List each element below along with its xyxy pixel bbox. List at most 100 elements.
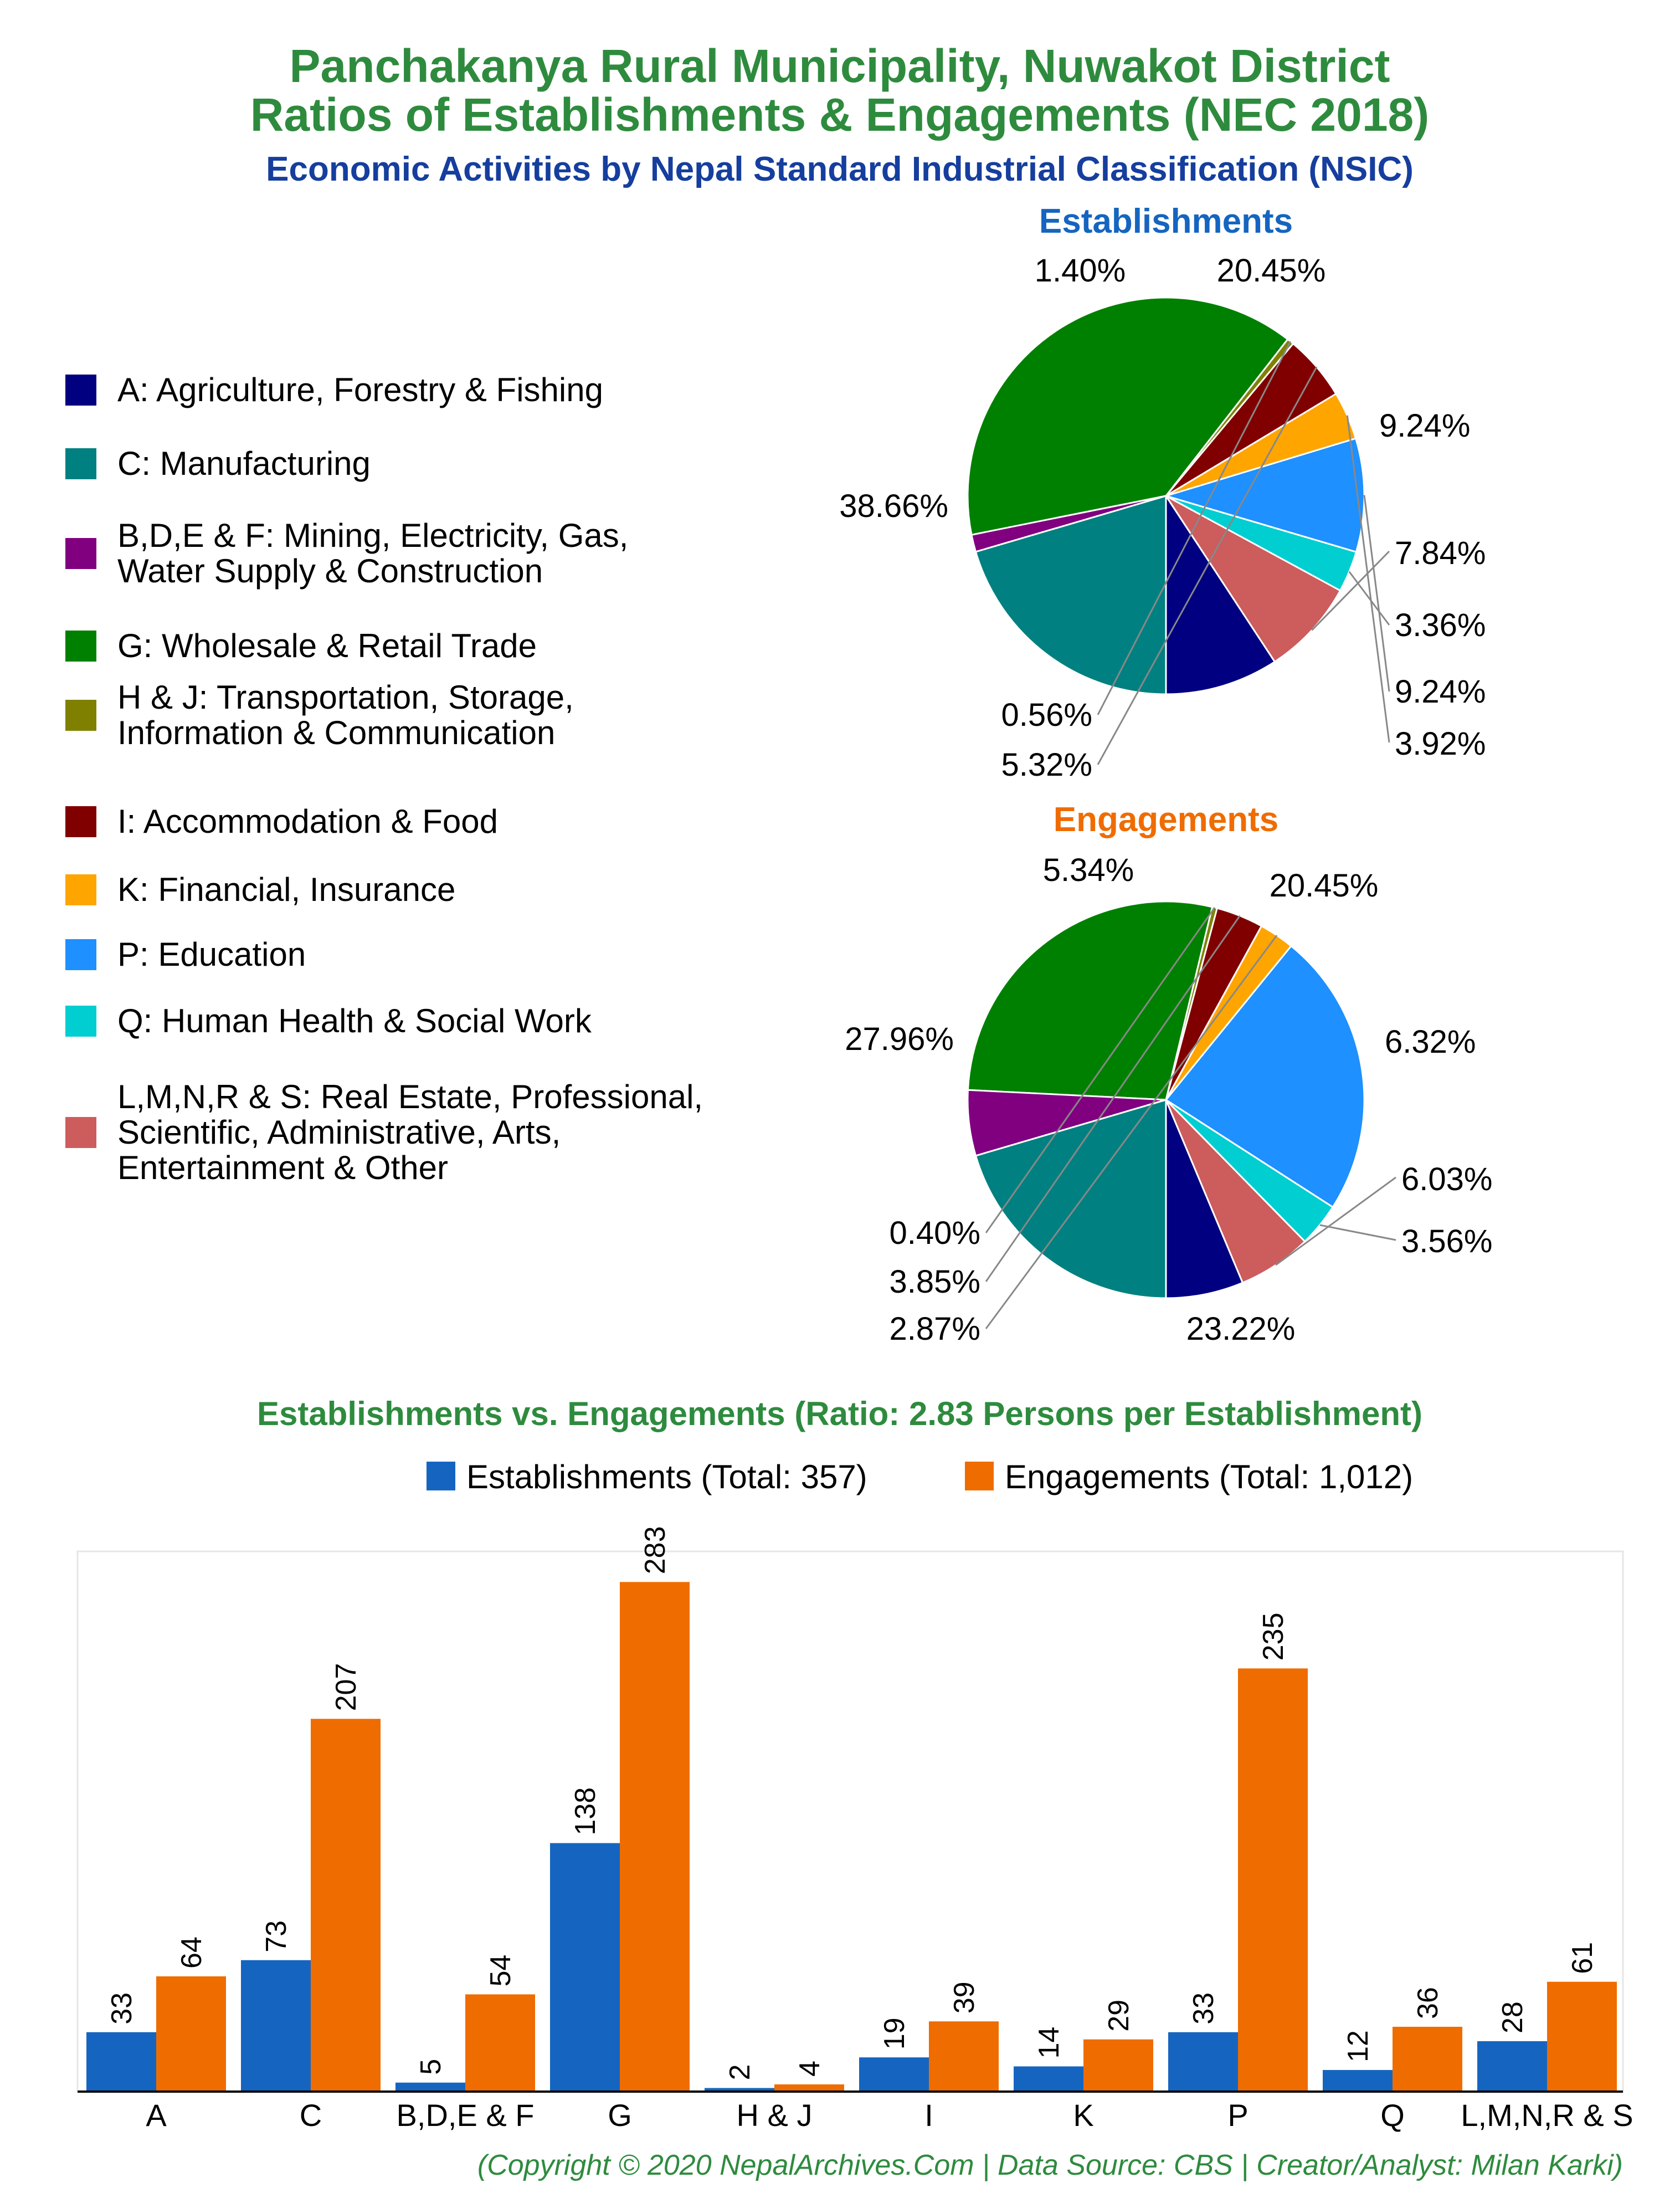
legend-label: Scientific, Administrative, Arts, — [117, 1114, 561, 1151]
pie-engagements: 6.32% 6.03% 3.56% 23.22% 2.87% 3.85% 0.40% 27.9… — [845, 852, 1492, 1347]
pie-slice — [1164, 945, 1365, 1208]
pie-leader-line — [985, 935, 1278, 1329]
bar-legend-label: Engagements (Total: 1,012) — [1005, 1458, 1413, 1495]
pie-slice-label: 5.32% — [1001, 747, 1092, 783]
pie-leader-line — [985, 915, 1241, 1282]
bar-value-label: 36 — [1412, 1987, 1444, 2019]
pie-slice-label: 3.92% — [1395, 726, 1486, 762]
pie-slice — [967, 900, 1214, 1101]
pie-slice-label: 38.66% — [839, 488, 948, 524]
bar — [1547, 1981, 1617, 2092]
x-tick-label: H & J — [737, 2098, 813, 2133]
legend-swatch — [65, 1117, 96, 1148]
bar-value-label: 4 — [794, 2061, 826, 2077]
bar-chart-legend: Establishments (Total: 357) Engagements (… — [427, 1458, 1413, 1495]
pie-establishments-title: Establishments — [1039, 202, 1293, 240]
pie-slice-label: 7.84% — [1395, 535, 1486, 571]
bar-value-label: 5 — [415, 2059, 447, 2075]
pie-leader-line — [1097, 366, 1318, 765]
bar — [1238, 1668, 1308, 2092]
pie-leader-line — [1319, 1224, 1396, 1241]
pie-slice-label: 5.34% — [1043, 852, 1134, 888]
legend-label: B,D,E & F: Mining, Electricity, Gas, — [117, 517, 628, 554]
bar-legend-swatch — [427, 1462, 455, 1490]
pie-slice-label: 1.40% — [1035, 253, 1126, 289]
bar-value-label: 61 — [1566, 1942, 1599, 1974]
bar-value-label: 283 — [639, 1526, 671, 1574]
pie-slice-label: 20.45% — [1270, 868, 1379, 904]
legend-swatch — [65, 538, 96, 569]
pie-leader-line — [1348, 571, 1390, 626]
bar — [311, 1719, 381, 2092]
bar — [1323, 2070, 1393, 2092]
bar — [465, 1994, 535, 2092]
subtitle: Economic Activities by Nepal Standard In… — [266, 150, 1414, 188]
pie-slice-label: 27.96% — [845, 1021, 954, 1057]
legend-label: Q: Human Health & Social Work — [117, 1002, 592, 1039]
legend-swatch — [65, 375, 96, 406]
bar-value-label: 73 — [260, 1920, 292, 1953]
bar-value-label: 33 — [106, 1992, 138, 2025]
main-title-line1: Panchakanya Rural Municipality, Nuwakot … — [290, 40, 1390, 92]
bar — [1083, 2039, 1153, 2092]
pie-slice-label: 3.36% — [1395, 607, 1486, 643]
bar-value-label: 235 — [1257, 1612, 1289, 1661]
x-tick-label: Q — [1380, 2098, 1405, 2133]
bar-value-label: 12 — [1342, 2030, 1374, 2062]
category-legend: A: Agriculture, Forestry & Fishing C: Man… — [65, 371, 703, 1186]
pie-slice-label: 9.24% — [1379, 408, 1470, 444]
legend-label: H & J: Transportation, Storage, — [117, 679, 574, 716]
pie-establishments: 9.24% 7.84% 3.36% 9.24% 3.92% 5.32% 0.56% 38.66… — [839, 253, 1486, 783]
bar — [1014, 2066, 1083, 2092]
bar-value-label: 64 — [176, 1936, 208, 1969]
bar-value-label: 207 — [330, 1663, 362, 1711]
x-tick-label: A — [146, 2098, 167, 2133]
pie-slice-label: 6.32% — [1385, 1024, 1476, 1060]
legend-label: Entertainment & Other — [117, 1149, 448, 1186]
bar — [550, 1843, 620, 2092]
bar — [1477, 2041, 1547, 2092]
legend-swatch — [65, 631, 96, 662]
bar-legend-swatch — [965, 1462, 994, 1490]
pie-slice-label: 9.24% — [1395, 674, 1486, 710]
bar-chart-title: Establishments vs. Engagements (Ratio: 2… — [257, 1395, 1422, 1432]
legend-label: L,M,N,R & S: Real Estate, Professional, — [117, 1078, 703, 1115]
pie-slice-label: 3.85% — [890, 1264, 980, 1300]
pie-slice — [1163, 437, 1365, 553]
bar — [859, 2057, 929, 2092]
pie-slice — [1165, 493, 1276, 695]
pie-slice — [1165, 1099, 1244, 1299]
bar — [1393, 2027, 1462, 2092]
legend-label: C: Manufacturing — [117, 445, 371, 482]
x-tick-label: I — [924, 2098, 933, 2133]
legend-swatch — [65, 939, 96, 970]
pie-slice-label: 3.56% — [1401, 1223, 1492, 1259]
pie-leader-line — [1311, 550, 1390, 631]
legend-swatch — [65, 806, 96, 837]
bar — [705, 2088, 774, 2092]
pie-leader-line — [1097, 341, 1291, 715]
main-title-line2: Ratios of Establishments & Engagements (… — [250, 89, 1430, 141]
pie-slice-label: 6.03% — [1401, 1161, 1492, 1197]
bar-value-label: 14 — [1033, 2027, 1065, 2059]
legend-swatch — [65, 874, 96, 905]
legend-label: I: Accommodation & Food — [117, 803, 498, 840]
footer-credit: (Copyright © 2020 NepalArchives.Com | Da… — [477, 2149, 1623, 2181]
pie-leader-line — [1363, 495, 1390, 692]
bar-value-label: 28 — [1497, 2001, 1529, 2033]
bar-value-label: 138 — [569, 1787, 602, 1836]
pie-slice — [974, 494, 1167, 695]
bar-value-label: 29 — [1103, 2000, 1135, 2032]
bar — [395, 2082, 465, 2092]
x-tick-label: L,M,N,R & S — [1461, 2098, 1633, 2133]
legend-label: K: Financial, Insurance — [117, 871, 455, 908]
bar — [929, 2021, 999, 2092]
pie-slice — [967, 296, 1289, 536]
legend-label: A: Agriculture, Forestry & Fishing — [117, 371, 603, 408]
bar — [620, 1582, 690, 2092]
bar-legend-label: Establishments (Total: 357) — [466, 1458, 867, 1495]
x-tick-label: K — [1073, 2098, 1093, 2133]
bar — [156, 1976, 226, 2092]
legend-swatch — [65, 448, 96, 479]
